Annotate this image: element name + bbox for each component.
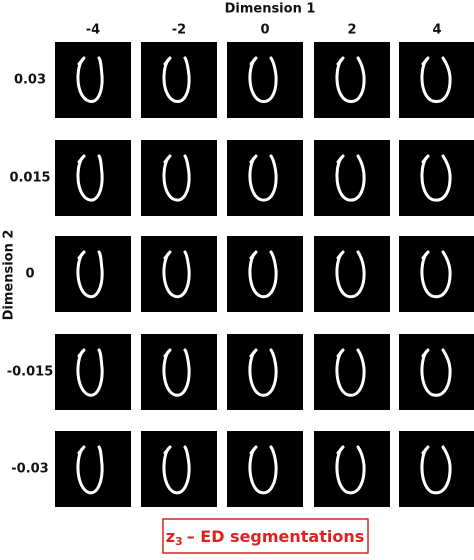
- segmentation-tile: [55, 334, 131, 410]
- segmentation-tip: [249, 445, 258, 455]
- segmentation-contour: [162, 154, 191, 202]
- row-label: -0.015: [7, 365, 54, 380]
- segmentation-tip: [336, 250, 345, 260]
- segmentation-tip: [336, 56, 345, 66]
- row-label: 0: [25, 267, 34, 282]
- row-label: 0.015: [9, 171, 50, 186]
- segmentation-tip: [77, 445, 86, 455]
- segmentation-contour: [335, 56, 366, 104]
- segmentation-contour: [162, 56, 191, 104]
- caption: z3 – ED segmentations: [166, 527, 365, 549]
- segmentation-contour: [335, 250, 366, 299]
- segmentation-contour: [248, 348, 278, 397]
- segmentation-contour: [162, 445, 191, 495]
- segmentation-contour: [248, 250, 278, 299]
- column-label: 2: [347, 23, 356, 38]
- segmentation-contour: [420, 250, 452, 299]
- segmentation-tile: [55, 236, 131, 312]
- segmentation-contour: [248, 56, 278, 104]
- caption-symbol: z: [166, 527, 175, 546]
- segmentation-contour: [335, 445, 366, 495]
- segmentation-tile: [55, 431, 131, 507]
- segmentation-tile: [314, 431, 390, 507]
- segmentation-tile: [314, 236, 390, 312]
- segmentation-tile: [141, 334, 217, 410]
- row-label: 0.03: [14, 73, 46, 88]
- segmentation-contour: [420, 154, 452, 202]
- segmentation-contour: [420, 348, 452, 397]
- segmentation-tile: [399, 334, 474, 410]
- segmentation-contour: [162, 348, 191, 397]
- segmentation-tip: [163, 445, 172, 455]
- segmentation-contour: [76, 250, 104, 299]
- caption-box: [162, 518, 369, 554]
- segmentation-tile: [141, 431, 217, 507]
- segmentation-tile: [399, 236, 474, 312]
- segmentation-contour: [335, 348, 366, 397]
- row-label: -0.03: [11, 462, 48, 477]
- segmentation-tip: [77, 250, 86, 260]
- segmentation-tile: [314, 334, 390, 410]
- segmentation-contour: [76, 348, 104, 397]
- x-axis-title: Dimension 1: [225, 2, 316, 17]
- segmentation-tile: [141, 140, 217, 216]
- segmentation-tile: [55, 140, 131, 216]
- segmentation-tile: [399, 42, 474, 118]
- segmentation-tile: [141, 42, 217, 118]
- column-label: 4: [432, 23, 441, 38]
- segmentation-tip: [421, 56, 430, 66]
- segmentation-tip: [77, 348, 86, 358]
- segmentation-tip: [249, 250, 258, 260]
- segmentation-tip: [163, 348, 172, 358]
- segmentation-tip: [163, 250, 172, 260]
- caption-subscript: 3: [175, 535, 183, 548]
- segmentation-tile: [314, 140, 390, 216]
- segmentation-tip: [249, 348, 258, 358]
- column-label: -2: [172, 23, 186, 38]
- segmentation-tip: [421, 348, 430, 358]
- segmentation-tip: [249, 56, 258, 66]
- segmentation-tip: [77, 154, 86, 164]
- segmentation-tip: [336, 445, 345, 455]
- segmentation-contour: [162, 250, 191, 299]
- segmentation-tile: [227, 140, 303, 216]
- column-label: -4: [86, 23, 100, 38]
- segmentation-contour: [76, 56, 104, 104]
- segmentation-tip: [421, 445, 430, 455]
- segmentation-tile: [227, 334, 303, 410]
- segmentation-tip: [336, 154, 345, 164]
- segmentation-tile: [227, 42, 303, 118]
- segmentation-tile: [227, 431, 303, 507]
- y-axis-title: Dimension 2: [2, 230, 17, 321]
- segmentation-tile: [227, 236, 303, 312]
- segmentation-tile: [399, 431, 474, 507]
- column-label: 0: [260, 23, 269, 38]
- segmentation-contour: [335, 154, 366, 202]
- segmentation-contour: [76, 445, 104, 495]
- segmentation-tip: [163, 154, 172, 164]
- segmentation-tip: [421, 250, 430, 260]
- segmentation-tile: [399, 140, 474, 216]
- caption-text: – ED segmentations: [187, 527, 365, 546]
- segmentation-contour: [248, 154, 278, 202]
- segmentation-contour: [248, 445, 278, 495]
- segmentation-tile: [314, 42, 390, 118]
- segmentation-contour: [76, 154, 104, 202]
- segmentation-tip: [249, 154, 258, 164]
- segmentation-tip: [77, 56, 86, 66]
- segmentation-contour: [420, 56, 452, 104]
- segmentation-tile: [55, 42, 131, 118]
- segmentation-tip: [421, 154, 430, 164]
- segmentation-contour: [420, 445, 452, 495]
- segmentation-tip: [336, 348, 345, 358]
- segmentation-tile: [141, 236, 217, 312]
- segmentation-tip: [163, 56, 172, 66]
